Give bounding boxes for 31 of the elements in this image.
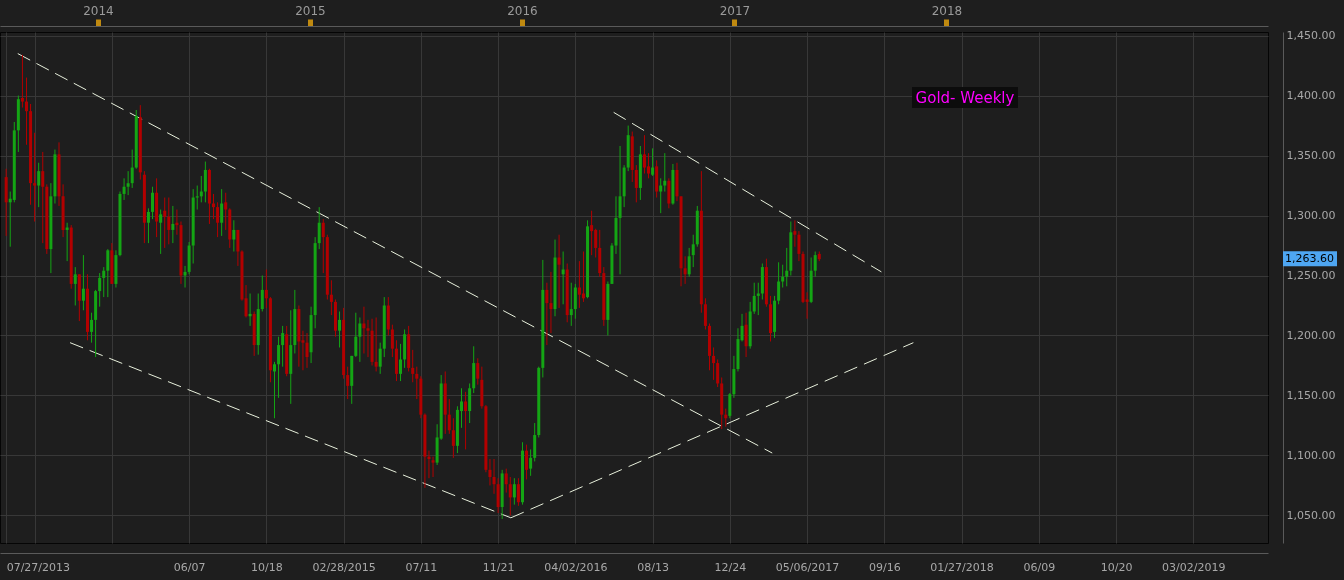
x-tick-label: 07/27/2013	[6, 560, 71, 574]
x-tick-label: 04/02/2016	[544, 560, 608, 574]
x-tick-label: 01/27/2018	[930, 560, 994, 574]
y-tick-label: 1,200.00	[1286, 328, 1336, 342]
y-tick-label: 1,050.00	[1286, 508, 1336, 522]
text: 1,263.60	[1285, 251, 1334, 265]
x-tick-label: 03/02/2019	[1162, 560, 1226, 574]
x-tick-label: 08/13	[637, 560, 669, 574]
text: Gold- Weekly	[915, 89, 1015, 107]
x2-tick-label: 2018	[931, 3, 963, 18]
y-tick-label: 1,250.00	[1286, 269, 1336, 282]
x-tick-label: 07/11	[405, 560, 438, 574]
x-tick-label: 09/16	[868, 560, 901, 574]
y-tick-label: 1,350.00	[1286, 149, 1336, 163]
x-tick-label: 05/06/2017	[775, 560, 840, 574]
y-tick-label: 1,150.00	[1286, 388, 1336, 402]
x-tick-label: 10/20	[1100, 560, 1133, 574]
x-tick-label: 06/07	[173, 560, 206, 574]
y-tick-label: 1,300.00	[1286, 209, 1336, 223]
x-tick-label: 11/21	[482, 560, 515, 574]
y-tick-label: 1,400.00	[1286, 89, 1336, 103]
x-tick-label: 02/28/2015	[312, 560, 376, 574]
x2-tick-label: 2016	[507, 3, 538, 18]
x-tick-label: 10/18	[251, 560, 283, 574]
y-tick-label: 1,450.00	[1286, 29, 1336, 43]
x2-tick-label: 2015	[295, 3, 326, 18]
x2-tick-label: 2014	[83, 3, 114, 18]
x-tick-label: 12/24	[714, 560, 747, 574]
x-tick-label: 06/09	[1023, 560, 1056, 574]
x2-tick-label: 2017	[719, 3, 751, 18]
y-tick-label: 1,100.00	[1286, 448, 1336, 462]
